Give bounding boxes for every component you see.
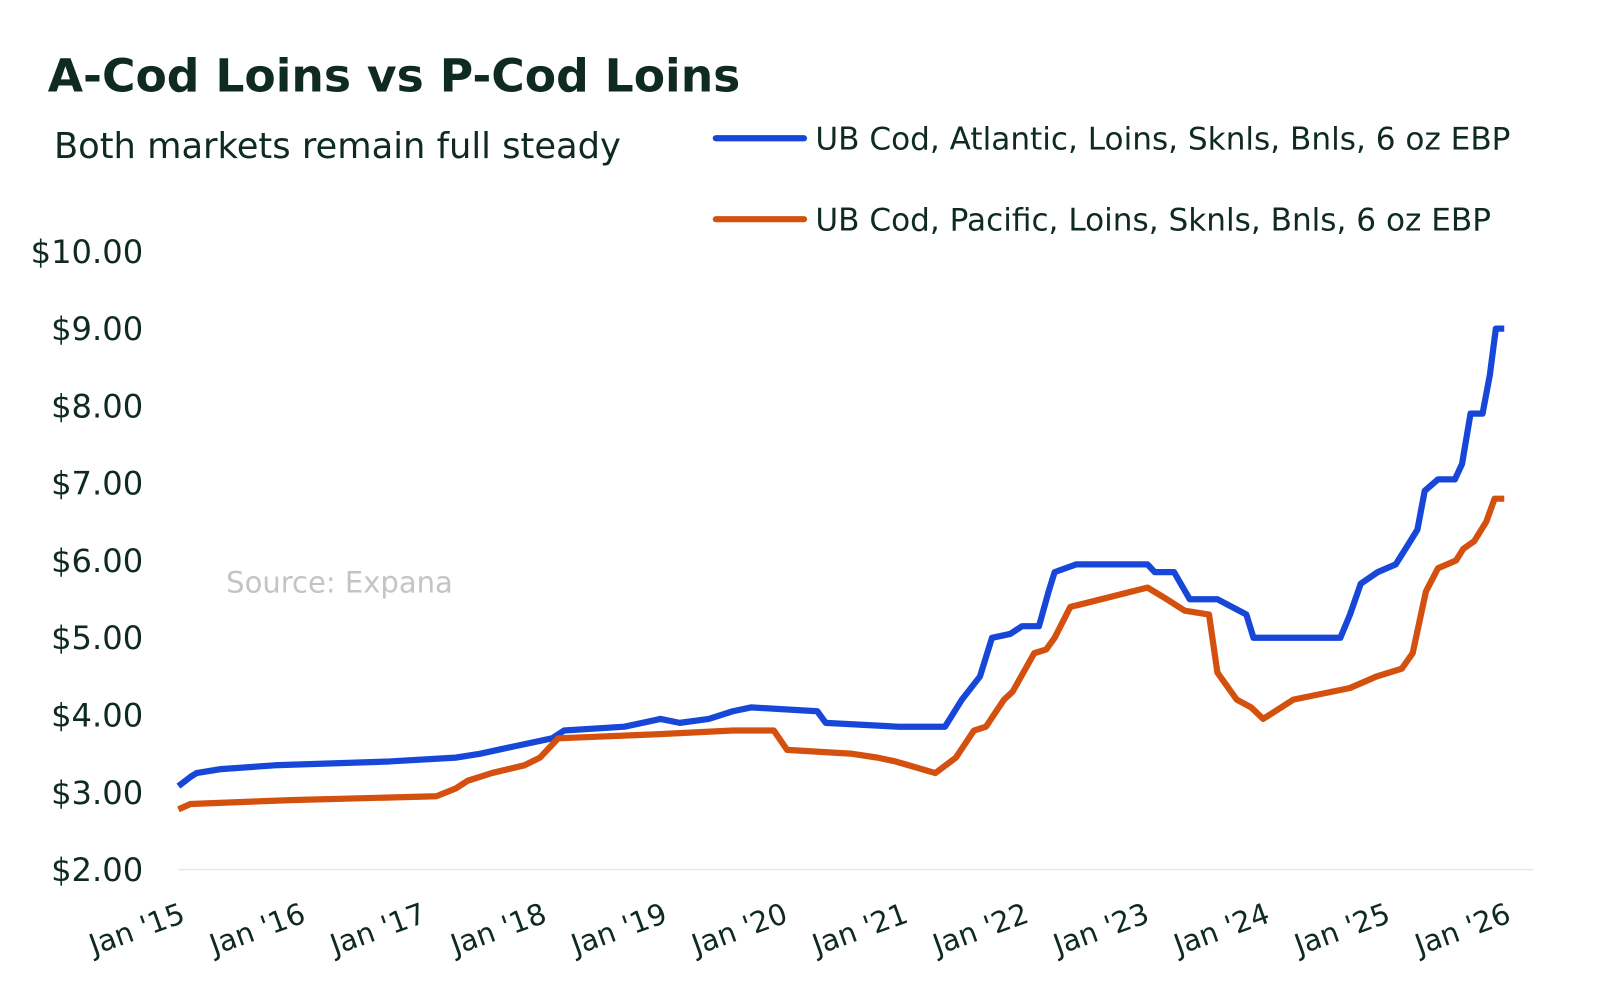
y-tick-label: $2.00 (51, 851, 143, 889)
x-tick-label: Jan '24 (1167, 896, 1273, 962)
x-tick-label: Jan '26 (1409, 896, 1515, 962)
y-tick-label: $4.00 (51, 696, 143, 734)
y-tick-label: $3.00 (51, 774, 143, 812)
y-tick-label: $5.00 (51, 619, 143, 657)
y-tick-label: $10.00 (31, 233, 144, 271)
x-tick-label: Jan '19 (565, 896, 671, 962)
legend-label: UB Cod, Pacific, Loins, Sknls, Bnls, 6 o… (815, 203, 1491, 239)
chart-title: A-Cod Loins vs P-Cod Loins (48, 50, 741, 103)
y-tick-label: $7.00 (51, 465, 143, 503)
legend-label: UB Cod, Atlantic, Loins, Sknls, Bnls, 6 … (815, 122, 1510, 158)
series-line (176, 325, 1505, 789)
x-tick-label: Jan '21 (806, 896, 912, 962)
x-tick-label: Jan '15 (83, 896, 189, 962)
x-tick-label: Jan '23 (1047, 896, 1153, 962)
x-tick-label: Jan '22 (926, 896, 1032, 962)
x-tick-label: Jan '25 (1288, 896, 1394, 962)
y-tick-label: $9.00 (51, 310, 143, 348)
y-tick-label: $6.00 (51, 542, 143, 580)
source-note: Source: Expana (226, 566, 453, 600)
series-line (177, 495, 1505, 813)
y-tick-label: $8.00 (51, 387, 143, 425)
chart-subtitle: Both markets remain full steady (54, 126, 621, 167)
x-tick-label: Jan '16 (203, 896, 309, 962)
x-tick-label: Jan '17 (324, 896, 430, 962)
x-tick-label: Jan '20 (685, 896, 791, 962)
x-tick-label: Jan '18 (444, 896, 550, 962)
